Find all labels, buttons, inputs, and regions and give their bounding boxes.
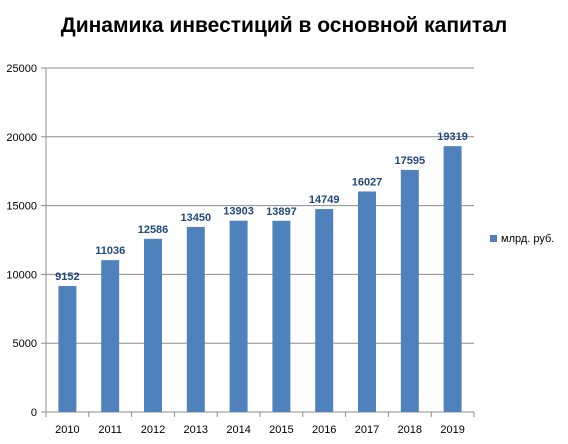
data-label: 19319	[437, 131, 468, 143]
data-label: 17595	[395, 155, 426, 167]
bar	[272, 220, 291, 412]
chart-title: Динамика инвестиций в основной капитал	[61, 14, 508, 37]
y-tick-label: 15000	[6, 201, 37, 213]
data-label: 16027	[352, 176, 383, 188]
x-tick-label: 2012	[141, 424, 165, 436]
y-tick-label: 20000	[6, 132, 37, 144]
x-tick-label: 2014	[226, 424, 250, 436]
bar	[443, 146, 462, 412]
x-tick-label: 2016	[312, 424, 336, 436]
x-tick-label: 2019	[440, 424, 464, 436]
bar	[144, 238, 162, 412]
y-tick-label: 5000	[13, 338, 37, 350]
x-tick-label: 2010	[55, 424, 79, 436]
y-tick-label: 25000	[6, 63, 37, 75]
x-tick-label: 2017	[355, 424, 379, 436]
bar	[58, 286, 77, 412]
bar	[358, 191, 376, 412]
x-tick-label: 2015	[269, 424, 293, 436]
data-label: 11036	[95, 245, 125, 257]
y-tick-label: 10000	[6, 269, 37, 281]
bar	[315, 209, 334, 412]
data-label: 13450	[181, 212, 212, 224]
bar	[400, 169, 419, 412]
data-label: 13903	[223, 206, 254, 218]
bar	[186, 226, 205, 412]
x-tick-label: 2018	[398, 424, 422, 436]
x-tick-label: 2013	[184, 424, 208, 436]
data-labels: 9152 11036 12586 13450 13903 13897 14749 16027 1…	[55, 131, 468, 283]
legend: млрд. руб.	[490, 233, 554, 245]
data-label: 14749	[309, 194, 340, 206]
y-tick-label: 0	[31, 407, 37, 419]
bar	[229, 220, 248, 412]
data-label: 12586	[138, 224, 169, 236]
bar	[101, 260, 120, 412]
data-label: 9152	[55, 271, 79, 283]
x-tick-label: 2011	[98, 424, 122, 436]
legend-label: млрд. руб.	[501, 233, 554, 245]
data-label: 13897	[266, 206, 297, 218]
bars	[58, 146, 462, 412]
legend-swatch	[490, 235, 497, 242]
